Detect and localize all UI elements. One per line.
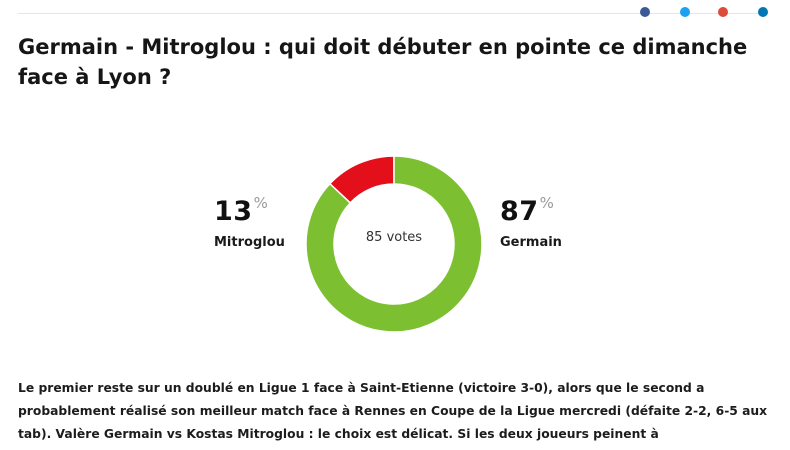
poll-option-germain[interactable]: 87% Germain (500, 194, 562, 250)
poll-widget: 13% Mitroglou 85 votes 87% Germain (0, 150, 790, 332)
donut-slice-mitroglou (328, 156, 395, 204)
poll-donut-chart (306, 156, 482, 332)
twitter-icon[interactable] (680, 7, 690, 17)
article-title: Germain - Mitroglou : qui doit débuter e… (18, 35, 748, 89)
header-divider (18, 7, 768, 17)
article-body: Le premier reste sur un doublé en Ligue … (18, 381, 768, 441)
poll-percent-mitroglou: 13 (214, 196, 253, 227)
google-plus-icon[interactable] (718, 7, 728, 17)
poll-votes-count: 85 votes (365, 230, 423, 245)
poll-name-germain: Germain (500, 235, 562, 250)
donut-slice-germain (306, 156, 482, 332)
linkedin-icon[interactable] (758, 7, 768, 17)
percent-sign: % (253, 194, 268, 212)
percent-sign: % (539, 194, 554, 212)
poll-name-mitroglou: Mitroglou (214, 235, 285, 250)
facebook-icon[interactable] (640, 7, 650, 17)
poll-percent-germain: 87 (500, 196, 539, 227)
poll-option-mitroglou[interactable]: 13% Mitroglou (214, 194, 285, 250)
